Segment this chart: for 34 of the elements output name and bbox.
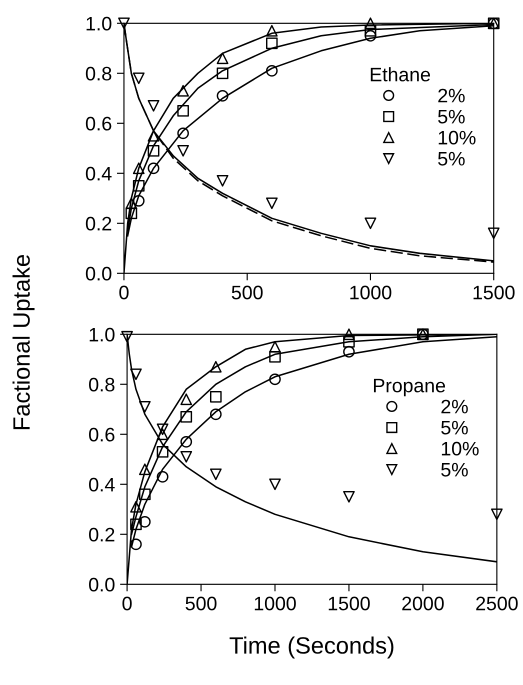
y-tick-label: 0.4 — [86, 166, 112, 181]
x-tick-label: 2000 — [402, 596, 444, 610]
x-tick-label: 500 — [232, 286, 263, 300]
y-tick-label: 1.0 — [86, 16, 112, 31]
y-tick-label: 0.4 — [89, 478, 115, 492]
y-tick-label: 0.2 — [89, 528, 114, 542]
x-tick-label: 2500 — [476, 596, 518, 610]
y-tick-label: 0.0 — [89, 578, 115, 592]
legend-title: Ethane — [370, 67, 430, 82]
y-tick-label: 0.6 — [89, 428, 114, 442]
legend-label: 5% — [438, 110, 465, 124]
legend-label: 10% — [442, 442, 479, 456]
x-tick-label: 1000 — [350, 286, 392, 300]
legend-label: 2% — [441, 400, 468, 414]
y-tick-label: 0.0 — [86, 266, 112, 281]
legend-label: 5% — [441, 420, 468, 435]
x-tick-label: 1000 — [254, 596, 296, 610]
y-tick-label: 0.6 — [86, 116, 112, 131]
y-tick-label: 0.2 — [86, 216, 112, 231]
x-tick-label: 500 — [186, 596, 217, 610]
y-tick-label: 1.0 — [90, 328, 115, 342]
legend-label: 2% — [438, 88, 465, 102]
legend-label: 10% — [438, 130, 476, 145]
legend-label: 5% — [441, 462, 468, 477]
legend-title: Propane — [374, 378, 446, 396]
y-tick-label: 0.8 — [86, 66, 112, 81]
x-tick-label: 1500 — [474, 286, 515, 300]
x-tick-label: 0 — [122, 596, 132, 610]
x-tick-label: 1500 — [328, 596, 370, 610]
y-tick-label: 0.8 — [89, 378, 114, 392]
x-axis-title: Time (Seconds) — [230, 636, 394, 658]
legend-label: 5% — [438, 152, 465, 166]
x-tick-label: 0 — [119, 286, 129, 300]
y-axis-title: Factional Uptake — [12, 254, 35, 430]
